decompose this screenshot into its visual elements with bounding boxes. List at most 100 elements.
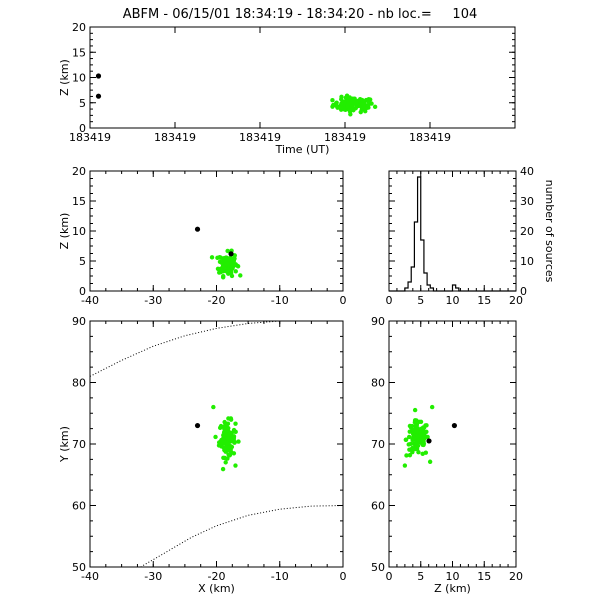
source-point xyxy=(429,404,435,410)
source-point xyxy=(353,101,359,106)
y-tick-label: 90 xyxy=(371,315,385,328)
panel-x_y: -40 -30 -20 -10 0 50 60 70 80 90 X (km) Y (km) xyxy=(58,315,347,595)
source-point xyxy=(410,449,415,455)
range-ring xyxy=(140,505,344,568)
y-tick-label: 70 xyxy=(72,438,86,451)
source-point xyxy=(419,426,424,431)
source-point xyxy=(417,432,423,438)
y-tick-label: 20 xyxy=(520,225,534,238)
source-point xyxy=(232,439,237,445)
source-point xyxy=(224,261,230,267)
source-point xyxy=(412,407,418,413)
marker-point xyxy=(95,73,102,79)
source-point xyxy=(217,255,222,260)
range-ring xyxy=(89,320,280,377)
source-point xyxy=(225,456,230,461)
y-tick-label: 10 xyxy=(520,255,534,268)
source-point xyxy=(360,97,365,103)
source-point xyxy=(333,101,338,107)
source-point xyxy=(218,266,224,271)
source-point xyxy=(410,431,416,436)
source-point xyxy=(404,453,409,458)
source-point xyxy=(416,449,421,455)
source-point xyxy=(238,273,243,278)
source-point xyxy=(364,105,369,111)
source-point xyxy=(222,258,228,263)
source-point xyxy=(224,269,230,274)
source-point xyxy=(231,259,236,265)
source-point xyxy=(352,97,357,102)
y-tick-label: 30 xyxy=(520,195,534,208)
y-tick-label: 15 xyxy=(72,46,86,59)
source-point xyxy=(236,439,241,444)
x-axis-label: Time (UT) xyxy=(275,143,330,156)
source-point xyxy=(413,440,418,446)
source-point xyxy=(220,466,226,472)
source-point xyxy=(213,434,218,440)
y-axis-label: Z (km) xyxy=(58,59,71,96)
source-point xyxy=(228,270,234,276)
source-point xyxy=(330,98,335,103)
x-tick-label: 0 xyxy=(386,294,393,307)
source-point xyxy=(341,99,347,105)
source-point xyxy=(224,447,229,452)
x-tick-label: -20 xyxy=(208,570,226,583)
marker-point xyxy=(95,93,102,99)
y-tick-label: 20 xyxy=(72,21,86,34)
y-tick-label: 40 xyxy=(520,165,534,178)
y-tick-label: 60 xyxy=(371,500,385,513)
y-tick-label: 5 xyxy=(79,255,86,268)
x-axis-label: X (km) xyxy=(198,582,235,595)
marker-point xyxy=(451,422,458,429)
y-tick-label: 50 xyxy=(72,561,86,574)
y-tick-label: 70 xyxy=(371,438,385,451)
source-point xyxy=(223,431,228,437)
source-point xyxy=(372,104,378,110)
figure-title: ABFM - 06/15/01 18:34:19 - 18:34:20 - nb… xyxy=(123,7,478,22)
source-point xyxy=(427,459,433,464)
source-point xyxy=(218,439,223,444)
source-point xyxy=(225,436,230,441)
source-point xyxy=(339,94,344,100)
source-point xyxy=(402,463,408,468)
panel-time_z: 183419 183419 183419 183419 18341905101520Ti… xyxy=(58,21,516,156)
marker-point xyxy=(426,438,432,444)
source-point xyxy=(422,433,427,438)
x-tick-label: 0 xyxy=(386,570,393,583)
x-tick-label: 183419 xyxy=(239,131,281,144)
y-axis-label: Y (km) xyxy=(58,426,71,463)
y-tick-label: 0 xyxy=(79,122,86,135)
source-point xyxy=(233,269,238,274)
source-point xyxy=(424,429,429,434)
panel-z_y: 0 5 10 15 20 50 60 70 80 90 Z (km) xyxy=(371,315,523,595)
source-point xyxy=(407,434,412,440)
x-tick-label: 183419 xyxy=(409,131,451,144)
source-point xyxy=(219,260,224,265)
marker-point xyxy=(228,251,234,257)
source-point xyxy=(412,418,418,423)
y-tick-label: 15 xyxy=(72,195,86,208)
x-tick-label: -10 xyxy=(271,294,289,307)
source-point xyxy=(217,425,223,431)
y-tick-label: 5 xyxy=(79,97,86,110)
y-tick-label: 60 xyxy=(72,500,86,513)
y-tick-label: 80 xyxy=(72,377,86,390)
source-point xyxy=(227,453,232,458)
source-point xyxy=(223,460,228,465)
x-tick-label: 183419 xyxy=(154,131,196,144)
source-point xyxy=(403,437,409,442)
x-tick-label: 20 xyxy=(509,294,523,307)
plot-frame xyxy=(89,26,516,129)
y-tick-label: 10 xyxy=(72,72,86,85)
x-tick-label: -10 xyxy=(271,570,289,583)
source-point xyxy=(351,108,356,113)
source-point xyxy=(226,416,231,421)
source-point xyxy=(347,106,353,112)
source-point xyxy=(339,105,345,110)
y-tick-label: 20 xyxy=(72,165,86,178)
x-tick-label: 5 xyxy=(417,294,424,307)
source-point xyxy=(423,450,429,455)
plot-frame xyxy=(388,170,517,292)
